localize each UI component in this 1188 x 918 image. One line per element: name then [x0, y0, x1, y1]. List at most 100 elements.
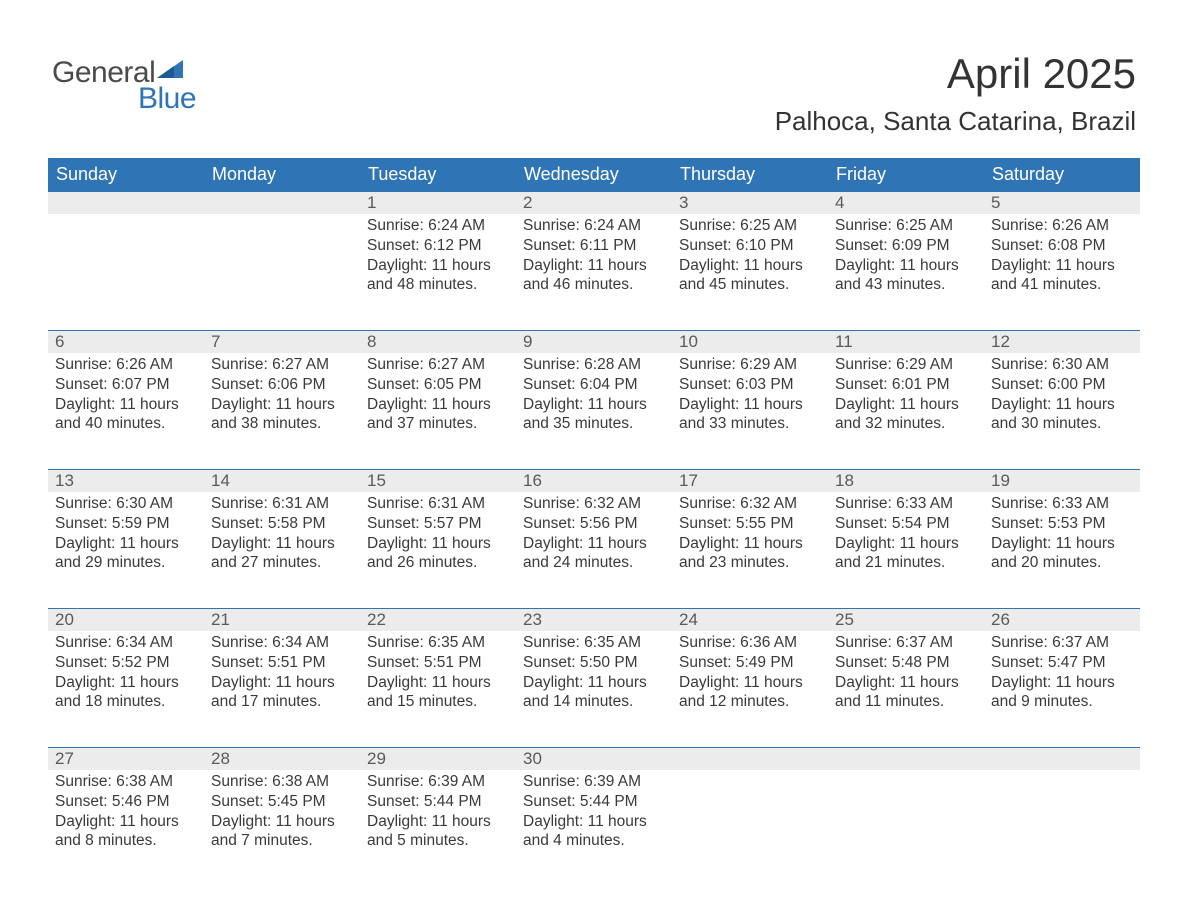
- day-sunset: Sunset: 5:51 PM: [211, 653, 353, 673]
- day-sunrise: Sunrise: 6:25 AM: [835, 216, 977, 236]
- day-sunrise: Sunrise: 6:28 AM: [523, 355, 665, 375]
- day-number: 6: [48, 332, 64, 352]
- calendar-day-cell: 9Sunrise: 6:28 AMSunset: 6:04 PMDaylight…: [516, 331, 672, 459]
- week-gap: [48, 320, 1140, 330]
- header-sunday: Sunday: [48, 158, 204, 192]
- header-saturday: Saturday: [984, 158, 1140, 192]
- day-body: Sunrise: 6:28 AMSunset: 6:04 PMDaylight:…: [516, 353, 672, 444]
- day-sunset: Sunset: 5:44 PM: [523, 792, 665, 812]
- day-number-row: 17: [672, 470, 828, 492]
- day-sunrise: Sunrise: 6:34 AM: [55, 633, 197, 653]
- day-body: Sunrise: 6:35 AMSunset: 5:50 PMDaylight:…: [516, 631, 672, 722]
- day-number: 24: [672, 610, 698, 630]
- day-daylight2: and 46 minutes.: [523, 275, 665, 295]
- calendar-day-cell: 8Sunrise: 6:27 AMSunset: 6:05 PMDaylight…: [360, 331, 516, 459]
- day-number-row: 25: [828, 609, 984, 631]
- day-sunset: Sunset: 5:48 PM: [835, 653, 977, 673]
- day-sunrise: Sunrise: 6:39 AM: [523, 772, 665, 792]
- day-daylight1: Daylight: 11 hours: [55, 812, 197, 832]
- day-daylight1: Daylight: 11 hours: [679, 534, 821, 554]
- day-number: 11: [828, 332, 853, 352]
- day-daylight1: Daylight: 11 hours: [367, 534, 509, 554]
- day-number-row: 22: [360, 609, 516, 631]
- day-body: Sunrise: 6:25 AMSunset: 6:09 PMDaylight:…: [828, 214, 984, 305]
- day-number-row: 2: [516, 192, 672, 214]
- day-daylight2: and 7 minutes.: [211, 831, 353, 851]
- calendar-day-cell: 18Sunrise: 6:33 AMSunset: 5:54 PMDayligh…: [828, 470, 984, 598]
- day-number: 17: [672, 471, 698, 491]
- calendar-day-cell: [48, 192, 204, 320]
- day-number-row: 14: [204, 470, 360, 492]
- day-daylight2: and 11 minutes.: [835, 692, 977, 712]
- day-daylight1: Daylight: 11 hours: [367, 812, 509, 832]
- day-daylight1: Daylight: 11 hours: [523, 673, 665, 693]
- logo-flag-icon: [157, 60, 183, 78]
- day-number-row: 20: [48, 609, 204, 631]
- day-body: Sunrise: 6:30 AMSunset: 6:00 PMDaylight:…: [984, 353, 1140, 444]
- day-body: [672, 770, 828, 870]
- calendar-day-cell: 2Sunrise: 6:24 AMSunset: 6:11 PMDaylight…: [516, 192, 672, 320]
- day-sunset: Sunset: 5:50 PM: [523, 653, 665, 673]
- day-body: Sunrise: 6:37 AMSunset: 5:48 PMDaylight:…: [828, 631, 984, 722]
- day-sunrise: Sunrise: 6:35 AM: [523, 633, 665, 653]
- day-number-row: 26: [984, 609, 1140, 631]
- calendar-day-cell: 7Sunrise: 6:27 AMSunset: 6:06 PMDaylight…: [204, 331, 360, 459]
- title-block: April 2025 Palhoca, Santa Catarina, Braz…: [775, 50, 1136, 137]
- day-body: Sunrise: 6:32 AMSunset: 5:55 PMDaylight:…: [672, 492, 828, 583]
- week-gap: [48, 459, 1140, 469]
- day-body: [48, 214, 204, 314]
- day-sunset: Sunset: 5:49 PM: [679, 653, 821, 673]
- day-daylight1: Daylight: 11 hours: [991, 256, 1133, 276]
- day-daylight2: and 21 minutes.: [835, 553, 977, 573]
- day-daylight1: Daylight: 11 hours: [991, 534, 1133, 554]
- day-daylight2: and 38 minutes.: [211, 414, 353, 434]
- day-daylight2: and 14 minutes.: [523, 692, 665, 712]
- day-sunset: Sunset: 5:46 PM: [55, 792, 197, 812]
- day-number-row: [204, 192, 360, 214]
- day-body: Sunrise: 6:29 AMSunset: 6:01 PMDaylight:…: [828, 353, 984, 444]
- day-daylight2: and 29 minutes.: [55, 553, 197, 573]
- day-number: 1: [360, 193, 376, 213]
- day-number: 29: [360, 749, 386, 769]
- day-sunrise: Sunrise: 6:37 AM: [991, 633, 1133, 653]
- calendar-day-cell: 6Sunrise: 6:26 AMSunset: 6:07 PMDaylight…: [48, 331, 204, 459]
- logo: General Blue: [52, 56, 196, 116]
- day-sunset: Sunset: 5:52 PM: [55, 653, 197, 673]
- day-sunset: Sunset: 5:51 PM: [367, 653, 509, 673]
- day-number-row: 8: [360, 331, 516, 353]
- day-number: 25: [828, 610, 854, 630]
- calendar-day-cell: 29Sunrise: 6:39 AMSunset: 5:44 PMDayligh…: [360, 748, 516, 876]
- day-number-row: 18: [828, 470, 984, 492]
- day-number-row: 3: [672, 192, 828, 214]
- calendar-day-cell: 28Sunrise: 6:38 AMSunset: 5:45 PMDayligh…: [204, 748, 360, 876]
- day-number: 4: [828, 193, 844, 213]
- day-sunrise: Sunrise: 6:34 AM: [211, 633, 353, 653]
- day-number-row: 15: [360, 470, 516, 492]
- calendar-week: 1Sunrise: 6:24 AMSunset: 6:12 PMDaylight…: [48, 192, 1140, 320]
- day-number: 23: [516, 610, 542, 630]
- day-body: [984, 770, 1140, 870]
- day-sunset: Sunset: 5:55 PM: [679, 514, 821, 534]
- day-sunset: Sunset: 5:44 PM: [367, 792, 509, 812]
- calendar-day-cell: [828, 748, 984, 876]
- calendar-day-cell: 27Sunrise: 6:38 AMSunset: 5:46 PMDayligh…: [48, 748, 204, 876]
- day-sunrise: Sunrise: 6:24 AM: [523, 216, 665, 236]
- day-number: 27: [48, 749, 74, 769]
- calendar-day-cell: [984, 748, 1140, 876]
- day-sunset: Sunset: 5:58 PM: [211, 514, 353, 534]
- calendar-week: 13Sunrise: 6:30 AMSunset: 5:59 PMDayligh…: [48, 469, 1140, 598]
- day-body: Sunrise: 6:25 AMSunset: 6:10 PMDaylight:…: [672, 214, 828, 305]
- day-daylight1: Daylight: 11 hours: [523, 534, 665, 554]
- day-daylight2: and 20 minutes.: [991, 553, 1133, 573]
- day-number-row: 21: [204, 609, 360, 631]
- day-body: Sunrise: 6:30 AMSunset: 5:59 PMDaylight:…: [48, 492, 204, 583]
- day-daylight2: and 12 minutes.: [679, 692, 821, 712]
- weeks-container: 1Sunrise: 6:24 AMSunset: 6:12 PMDaylight…: [48, 192, 1140, 876]
- day-number-row: 7: [204, 331, 360, 353]
- day-sunset: Sunset: 6:04 PM: [523, 375, 665, 395]
- day-body: [204, 214, 360, 314]
- day-daylight1: Daylight: 11 hours: [55, 673, 197, 693]
- day-number: 22: [360, 610, 386, 630]
- day-daylight1: Daylight: 11 hours: [211, 673, 353, 693]
- day-number: 21: [204, 610, 230, 630]
